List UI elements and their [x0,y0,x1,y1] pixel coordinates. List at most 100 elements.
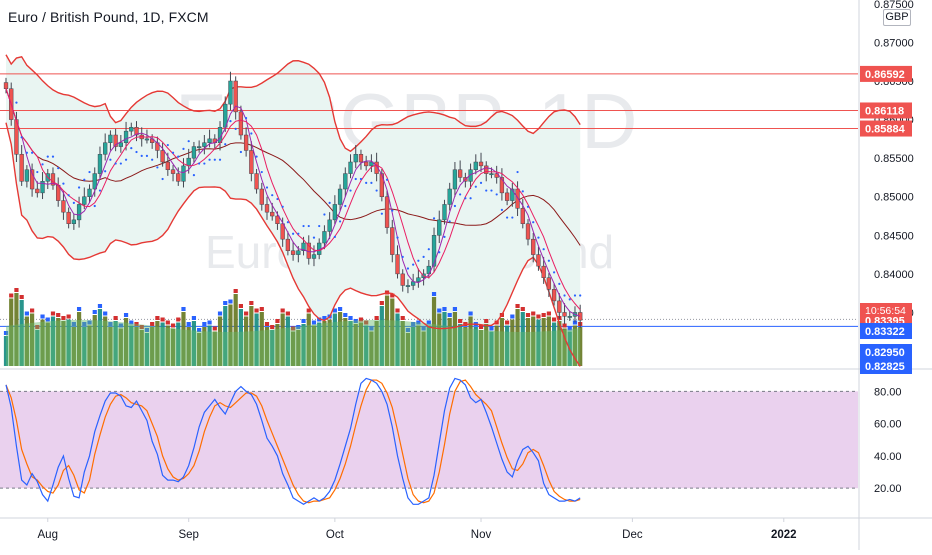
volume-bar [322,321,327,366]
volume-tip [525,313,531,317]
candle-body [337,188,343,205]
bollinger-fill [6,54,581,367]
psar-dot [51,155,55,158]
psar-dot [203,162,206,165]
volume-bar [186,327,191,366]
candle-body [384,196,390,228]
psar-dot [245,116,248,120]
volume-tip [238,304,243,308]
candle-body [343,173,348,190]
candle-body [562,312,567,317]
candle-body [35,188,40,194]
volume-bar [30,313,35,366]
volume-bar [431,297,437,366]
psar-dot [83,178,86,181]
candle-body [473,161,478,170]
volume-bar [515,309,520,366]
psar-dot [286,221,289,224]
psar-dot [124,158,128,161]
candle-body [50,173,56,186]
volume-bar [92,315,97,366]
volume-bar [468,316,473,366]
volume-tip [129,320,134,325]
candle-body [400,273,405,286]
bollinger-lower [5,122,581,367]
volume-tip [92,310,97,314]
volume-tip [45,317,50,322]
candle-body [301,242,306,251]
candle-body [557,300,562,313]
price-label-box [860,344,912,360]
volume-bar [400,321,405,366]
candle-body [327,219,332,232]
volume-bar [327,319,332,366]
psar-dot [265,186,269,189]
volume-bar [238,309,243,366]
psar-dot [198,162,201,165]
volume-bar [395,313,400,366]
price-axis-tick: 0.84500 [874,230,914,242]
price-label-box [860,65,912,82]
volume-bar [484,324,489,366]
psar-dot [485,189,488,192]
candle-body [369,161,374,167]
volume-tip [71,322,76,326]
volume-tip [19,295,24,299]
psar-dot [318,224,321,228]
volume-bar [35,330,40,366]
psar-dot [542,248,545,251]
psar-dot [171,151,175,154]
volume-tip [395,308,400,313]
volume-bar [249,306,254,366]
psar-dot [307,224,310,228]
price-label-box [860,323,912,339]
candle-body [118,142,123,147]
candle-body [437,219,442,236]
candle-body [66,211,71,224]
psar-dot [406,267,410,270]
volume-tip [411,322,416,326]
candle-body [416,277,421,282]
price-axis-tick: 0.84000 [874,269,914,281]
candle-body [332,204,338,221]
candle-body [515,188,520,209]
volume-tip [50,311,56,316]
volume-tip [437,308,442,313]
volume-bar [301,324,306,366]
volume-bar [285,316,290,366]
volume-bar [165,325,170,366]
psar-dot [72,201,75,205]
volume-bar [254,313,259,366]
price-label-text: 0.86592 [865,69,905,81]
volume-bar [144,333,150,366]
volume-bar [207,325,212,366]
psar-dot [547,259,550,262]
volume-tip [76,307,82,311]
psar-dot [104,170,107,173]
candle-body [40,181,45,194]
volume-tip [123,313,129,317]
volume-tip [134,322,139,326]
candle-body [87,188,92,197]
volume-tip [458,319,463,323]
candle-body [249,150,254,174]
volume-tip [202,322,207,326]
volume-bar [291,331,296,366]
volume-bar [103,316,108,366]
volume-bar [552,322,557,366]
volume-bar [520,312,525,366]
candle-body [270,211,275,217]
ma-fast [5,88,581,317]
volume-tip [150,322,155,326]
candle-body [364,161,369,167]
psar-dot [57,167,60,170]
psar-dot [500,208,503,211]
volume-bar [123,318,129,366]
currency-badge[interactable]: GBP [883,9,911,26]
candle-body [160,150,165,163]
psar-dot [114,162,117,165]
volume-bar [317,322,322,366]
volume-bar [56,318,61,366]
volume-bar [19,300,24,366]
volume-bar [311,325,317,366]
